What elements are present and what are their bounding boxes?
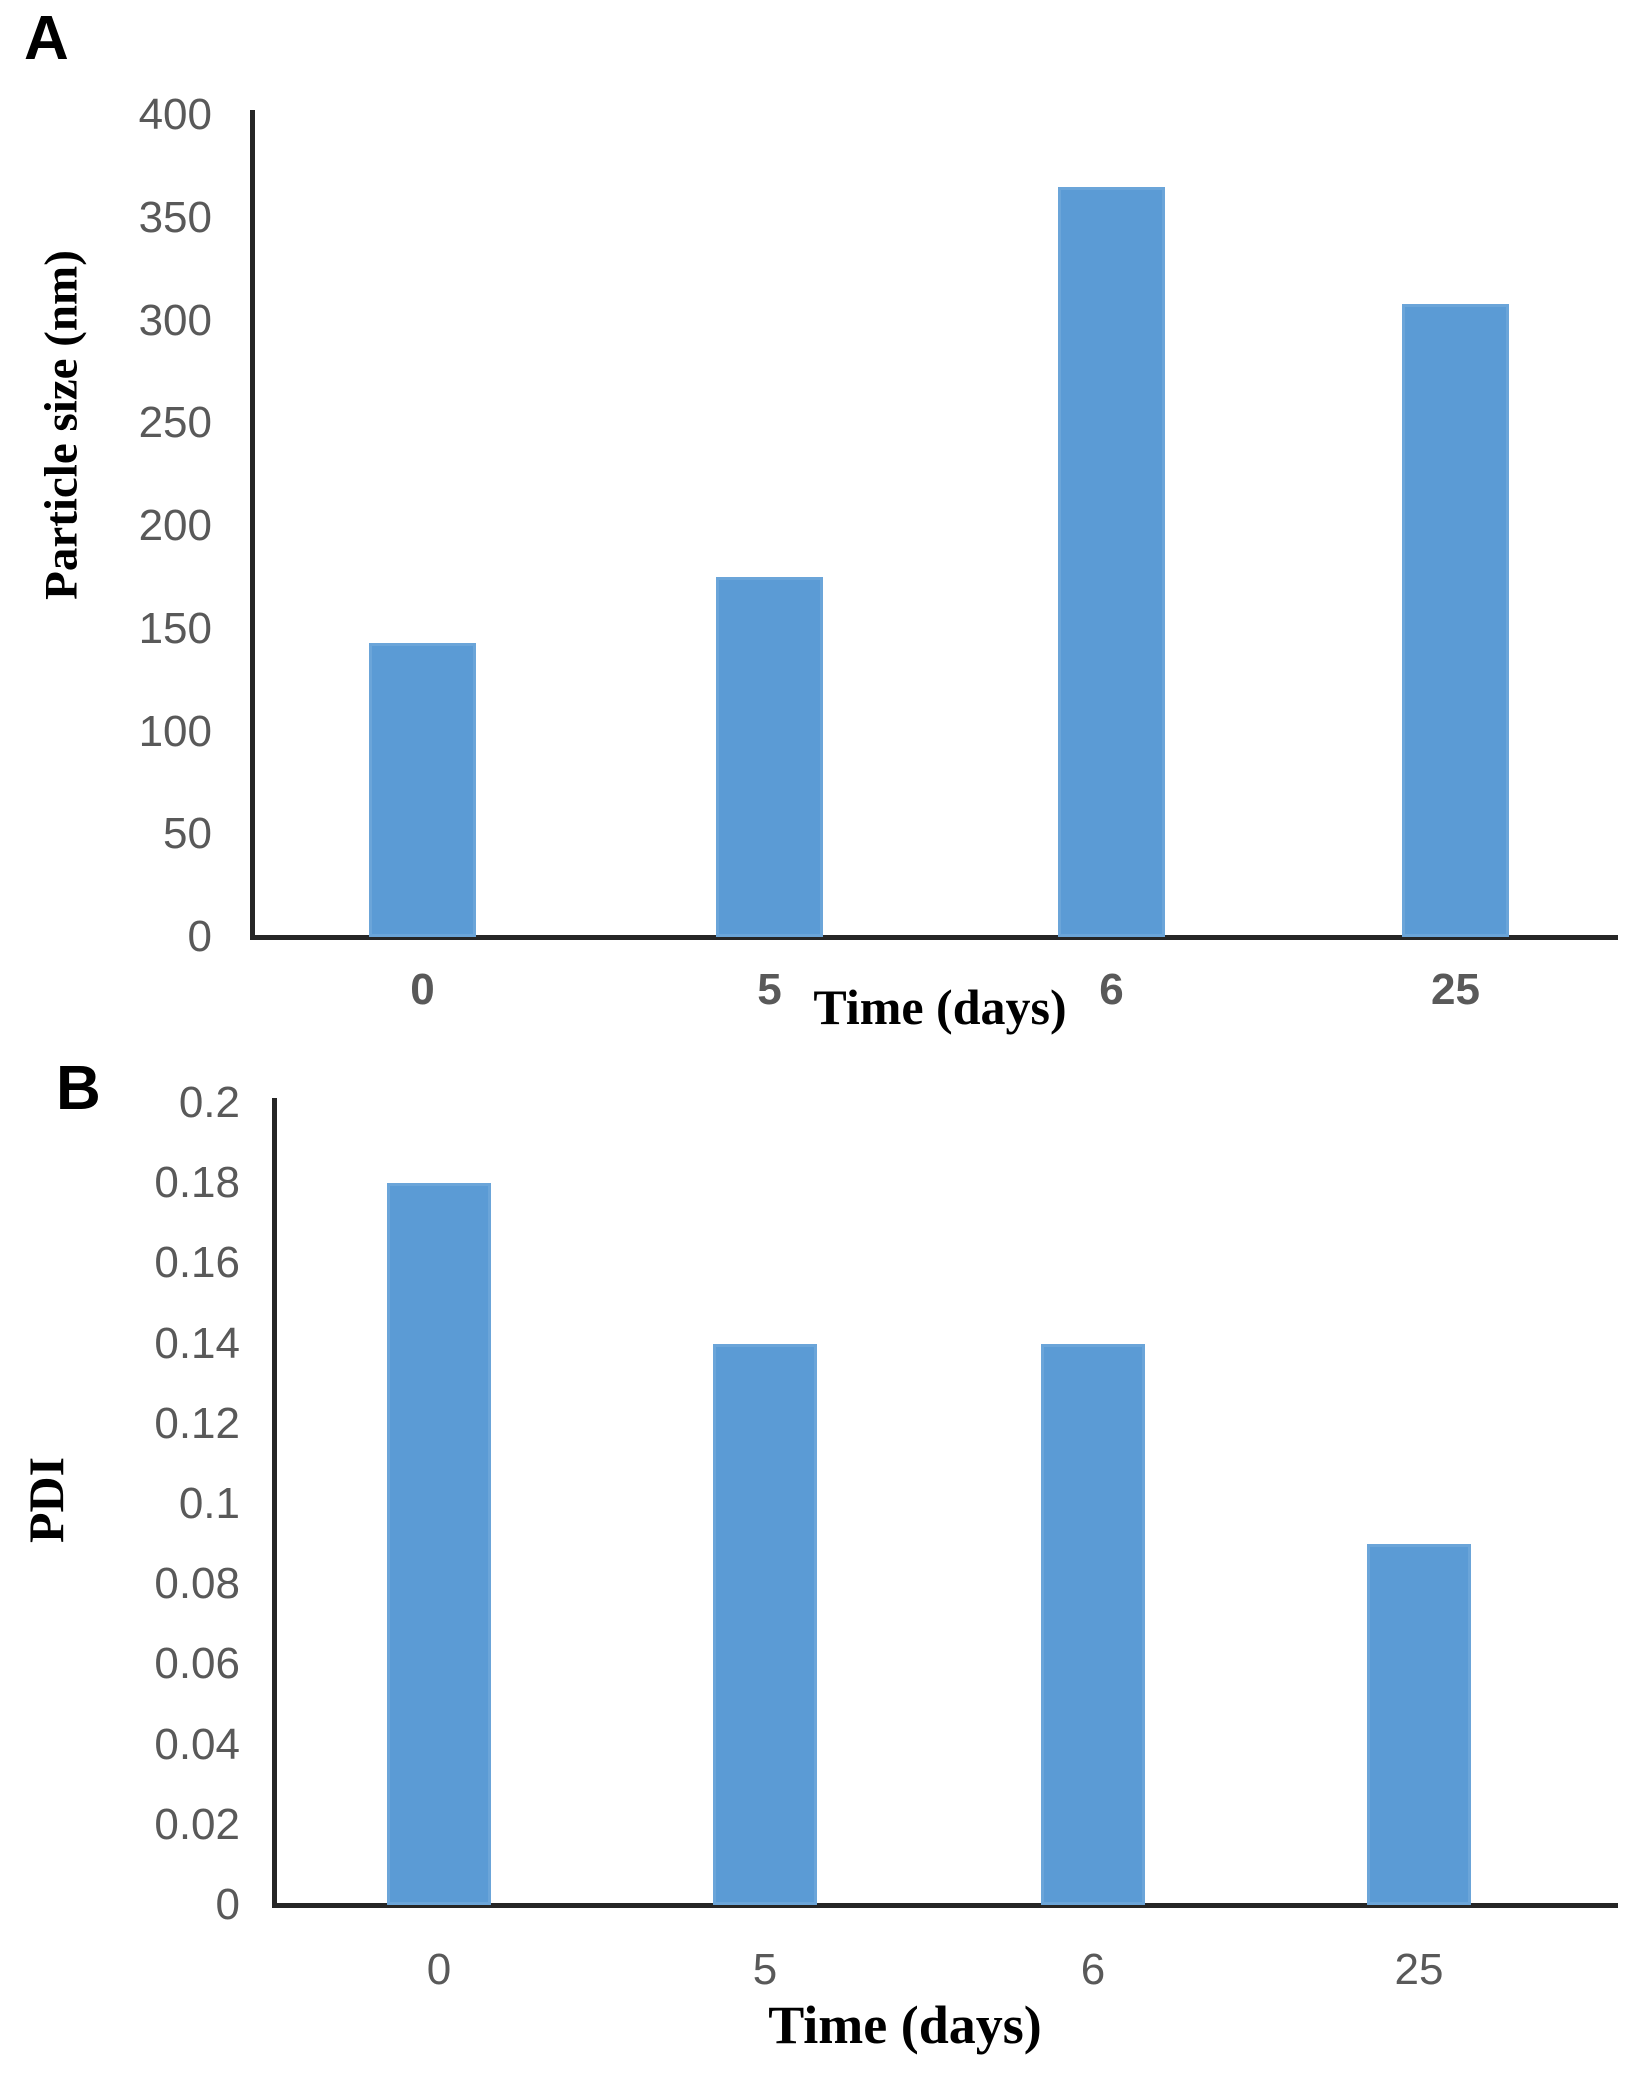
- panel-a-y-tick-150: 150: [138, 603, 212, 653]
- panel-b-y-tick-0.18: 0.18: [154, 1158, 240, 1208]
- panel-b-y-axis-title: PDI: [18, 1456, 74, 1544]
- panel-a-y-tick-350: 350: [138, 192, 212, 242]
- panel-b-y-tick-labels: 0.2 0.18 0.16 0.14 0.12 0.1 0.08 0.06 0.04 0.02 0: [0, 0, 240, 1927]
- panel-a-bar-day-5: [716, 577, 823, 937]
- panel-b-y-tick-0.16: 0.16: [154, 1238, 240, 1288]
- panel-a-y-tick-100: 100: [138, 706, 212, 756]
- panel-b-y-tick-0: 0: [215, 1880, 240, 1929]
- panel-a-y-tick-300: 300: [138, 295, 212, 345]
- panel-a-y-tick-400: 400: [138, 90, 212, 139]
- panel-b-y-tick-0.14: 0.14: [154, 1318, 240, 1368]
- panel-b-letter: B: [56, 1054, 101, 1123]
- panel-b-x-tick-25: 25: [1394, 1945, 1444, 1994]
- panel-a-y-tick-50: 50: [163, 809, 212, 859]
- panel-a-y-axis-title: Particle size (nm): [35, 250, 88, 600]
- panel-a-x-tick-25: 25: [1431, 965, 1480, 1014]
- panel-b-y-tick-0.12: 0.12: [154, 1398, 240, 1448]
- panel-b-bar-day-5: [713, 1343, 817, 1905]
- panel-b-y-tick-0.04: 0.04: [154, 1719, 240, 1769]
- panel-b-x-tick-0: 0: [426, 1945, 452, 1994]
- panel-a-letter: A: [24, 4, 69, 73]
- panel-a-bar-day-0: [369, 643, 476, 937]
- panel-a-bar-day-6: [1058, 186, 1165, 937]
- panel-a-y-tick-0: 0: [187, 912, 212, 961]
- panel-a-x-tick-5: 5: [757, 965, 782, 1014]
- panel-a-x-tick-6: 6: [1099, 965, 1124, 1014]
- panel-a-x-axis-line: [250, 935, 1618, 940]
- panel-b-y-tick-0.1: 0.1: [178, 1479, 240, 1528]
- panel-a-y-tick-labels: 400 350 300 250 200 150 100 50 0: [0, 0, 212, 959]
- panel-b-y-tick-0.2: 0.2: [178, 1078, 240, 1127]
- panel-b-bar-day-6: [1041, 1343, 1145, 1905]
- panel-a-y-axis-line: [250, 110, 255, 939]
- panel-b-bar-day-25: [1367, 1544, 1471, 1905]
- panel-b-y-tick-0.02: 0.02: [154, 1799, 240, 1849]
- panel-b-y-tick-0.06: 0.06: [154, 1639, 240, 1689]
- panel-a-y-tick-200: 200: [138, 501, 212, 550]
- panel-a-x-tick-0: 0: [410, 965, 435, 1014]
- panel-b-x-axis-title: Time (days): [768, 1995, 1042, 2055]
- panel-b-x-tick-6: 6: [1080, 1945, 1106, 1994]
- panel-b-y-tick-0.08: 0.08: [154, 1559, 240, 1609]
- panel-a-x-axis-title: Time (days): [813, 979, 1067, 1035]
- panel-a-bar-day-25: [1402, 304, 1509, 937]
- panel-b-y-axis-line: [272, 1098, 277, 1908]
- panel-b-bar-day-0: [387, 1183, 491, 1905]
- panel-a-y-tick-250: 250: [138, 398, 212, 448]
- panel-b-x-axis-line: [272, 1903, 1618, 1908]
- panel-b-x-tick-5: 5: [752, 1945, 778, 1994]
